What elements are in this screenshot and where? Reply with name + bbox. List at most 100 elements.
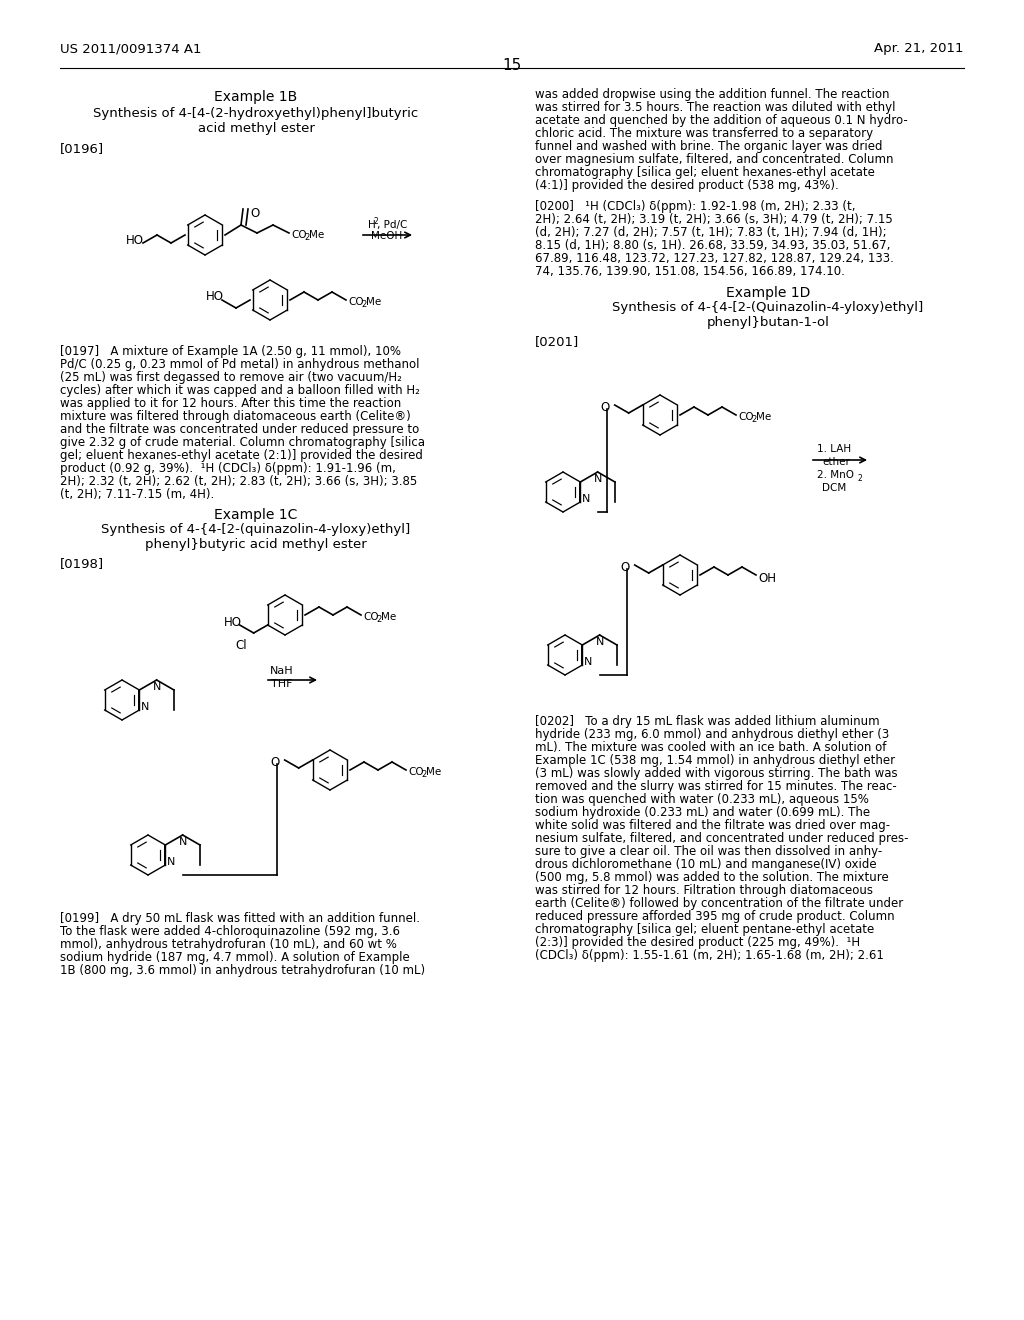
Text: N: N <box>178 837 187 847</box>
Text: (500 mg, 5.8 mmol) was added to the solution. The mixture: (500 mg, 5.8 mmol) was added to the solu… <box>535 871 889 884</box>
Text: was applied to it for 12 hours. After this time the reaction: was applied to it for 12 hours. After th… <box>60 397 401 411</box>
Text: N: N <box>585 657 593 667</box>
Text: 2H); 2.32 (t, 2H); 2.62 (t, 2H); 2.83 (t, 2H); 3.66 (s, 3H); 3.85: 2H); 2.32 (t, 2H); 2.62 (t, 2H); 2.83 (t… <box>60 475 417 488</box>
Text: 2: 2 <box>857 474 862 483</box>
Text: [0202]   To a dry 15 mL flask was added lithium aluminum: [0202] To a dry 15 mL flask was added li… <box>535 715 880 729</box>
Text: DCM: DCM <box>822 483 846 492</box>
Text: was stirred for 3.5 hours. The reaction was diluted with ethyl: was stirred for 3.5 hours. The reaction … <box>535 102 896 114</box>
Text: N: N <box>153 682 161 692</box>
Text: Synthesis of 4-[4-(2-hydroxyethyl)phenyl]butyric: Synthesis of 4-[4-(2-hydroxyethyl)phenyl… <box>93 107 419 120</box>
Text: (4:1)] provided the desired product (538 mg, 43%).: (4:1)] provided the desired product (538… <box>535 180 839 191</box>
Text: 2: 2 <box>374 216 379 226</box>
Text: 15: 15 <box>503 58 521 73</box>
Text: To the flask were added 4-chloroquinazoline (592 mg, 3.6: To the flask were added 4-chloroquinazol… <box>60 925 400 939</box>
Text: [0199]   A dry 50 mL flask was fitted with an addition funnel.: [0199] A dry 50 mL flask was fitted with… <box>60 912 420 925</box>
Text: chromatography [silica gel; eluent pentane-ethyl acetate: chromatography [silica gel; eluent penta… <box>535 923 874 936</box>
Text: 1B (800 mg, 3.6 mmol) in anhydrous tetrahydrofuran (10 mL): 1B (800 mg, 3.6 mmol) in anhydrous tetra… <box>60 964 425 977</box>
Text: 2. MnO: 2. MnO <box>817 470 854 480</box>
Text: O: O <box>250 207 259 220</box>
Text: 2: 2 <box>751 414 757 424</box>
Text: mmol), anhydrous tetrahydrofuran (10 mL), and 60 wt %: mmol), anhydrous tetrahydrofuran (10 mL)… <box>60 939 397 950</box>
Text: sodium hydroxide (0.233 mL) and water (0.699 mL). The: sodium hydroxide (0.233 mL) and water (0… <box>535 807 870 818</box>
Text: Me: Me <box>309 230 325 240</box>
Text: Example 1C (538 mg, 1.54 mmol) in anhydrous diethyl ether: Example 1C (538 mg, 1.54 mmol) in anhydr… <box>535 754 895 767</box>
Text: earth (Celite®) followed by concentration of the filtrate under: earth (Celite®) followed by concentratio… <box>535 898 903 909</box>
Text: 2: 2 <box>304 234 309 242</box>
Text: cycles) after which it was capped and a balloon filled with H₂: cycles) after which it was capped and a … <box>60 384 420 397</box>
Text: US 2011/0091374 A1: US 2011/0091374 A1 <box>60 42 202 55</box>
Text: Example 1D: Example 1D <box>726 286 810 300</box>
Text: CO: CO <box>291 230 306 240</box>
Text: phenyl}butan-1-ol: phenyl}butan-1-ol <box>707 315 829 329</box>
Text: give 2.32 g of crude material. Column chromatography [silica: give 2.32 g of crude material. Column ch… <box>60 436 425 449</box>
Text: N: N <box>141 702 150 711</box>
Text: CO: CO <box>348 297 364 308</box>
Text: 67.89, 116.48, 123.72, 127.23, 127.82, 128.87, 129.24, 133.: 67.89, 116.48, 123.72, 127.23, 127.82, 1… <box>535 252 894 265</box>
Text: [0196]: [0196] <box>60 143 104 154</box>
Text: H: H <box>368 220 376 230</box>
Text: N: N <box>167 857 176 867</box>
Text: [0198]: [0198] <box>60 557 104 570</box>
Text: MeOH: MeOH <box>371 231 402 242</box>
Text: Cl: Cl <box>236 639 248 652</box>
Text: 74, 135.76, 139.90, 151.08, 154.56, 166.89, 174.10.: 74, 135.76, 139.90, 151.08, 154.56, 166.… <box>535 265 845 279</box>
Text: Me: Me <box>756 412 771 422</box>
Text: CO: CO <box>362 612 379 622</box>
Text: N: N <box>583 494 591 504</box>
Text: ether: ether <box>822 457 850 467</box>
Text: product (0.92 g, 39%).  ¹H (CDCl₃) δ(ppm): 1.91-1.96 (m,: product (0.92 g, 39%). ¹H (CDCl₃) δ(ppm)… <box>60 462 396 475</box>
Text: over magnesium sulfate, filtered, and concentrated. Column: over magnesium sulfate, filtered, and co… <box>535 153 894 166</box>
Text: white solid was filtered and the filtrate was dried over mag-: white solid was filtered and the filtrat… <box>535 818 890 832</box>
Text: (25 mL) was first degassed to remove air (two vacuum/H₂: (25 mL) was first degassed to remove air… <box>60 371 401 384</box>
Text: sure to give a clear oil. The oil was then dissolved in anhy-: sure to give a clear oil. The oil was th… <box>535 845 883 858</box>
Text: 8.15 (d, 1H); 8.80 (s, 1H). 26.68, 33.59, 34.93, 35.03, 51.67,: 8.15 (d, 1H); 8.80 (s, 1H). 26.68, 33.59… <box>535 239 891 252</box>
Text: Me: Me <box>426 767 441 777</box>
Text: chromatography [silica gel; eluent hexanes-ethyl acetate: chromatography [silica gel; eluent hexan… <box>535 166 874 180</box>
Text: was stirred for 12 hours. Filtration through diatomaceous: was stirred for 12 hours. Filtration thr… <box>535 884 873 898</box>
Text: tion was quenched with water (0.233 mL), aqueous 15%: tion was quenched with water (0.233 mL),… <box>535 793 869 807</box>
Text: N: N <box>596 638 604 647</box>
Text: phenyl}butyric acid methyl ester: phenyl}butyric acid methyl ester <box>145 539 367 550</box>
Text: OH: OH <box>758 572 776 585</box>
Text: Example 1B: Example 1B <box>214 90 298 104</box>
Text: Apr. 21, 2011: Apr. 21, 2011 <box>874 42 964 55</box>
Text: mixture was filtered through diatomaceous earth (Celite®): mixture was filtered through diatomaceou… <box>60 411 411 422</box>
Text: Synthesis of 4-{4-[2-(Quinazolin-4-yloxy)ethyl]: Synthesis of 4-{4-[2-(Quinazolin-4-yloxy… <box>612 301 924 314</box>
Text: was added dropwise using the addition funnel. The reaction: was added dropwise using the addition fu… <box>535 88 890 102</box>
Text: [0200]   ¹H (CDCl₃) δ(ppm): 1.92-1.98 (m, 2H); 2.33 (t,: [0200] ¹H (CDCl₃) δ(ppm): 1.92-1.98 (m, … <box>535 201 855 213</box>
Text: hydride (233 mg, 6.0 mmol) and anhydrous diethyl ether (3: hydride (233 mg, 6.0 mmol) and anhydrous… <box>535 729 889 741</box>
Text: 1. LAH: 1. LAH <box>817 444 851 454</box>
Text: N: N <box>594 474 602 484</box>
Text: acid methyl ester: acid methyl ester <box>198 121 314 135</box>
Text: sodium hydride (187 mg, 4.7 mmol). A solution of Example: sodium hydride (187 mg, 4.7 mmol). A sol… <box>60 950 410 964</box>
Text: (t, 2H); 7.11-7.15 (m, 4H).: (t, 2H); 7.11-7.15 (m, 4H). <box>60 488 214 502</box>
Text: acetate and quenched by the addition of aqueous 0.1 N hydro-: acetate and quenched by the addition of … <box>535 114 907 127</box>
Text: mL). The mixture was cooled with an ice bath. A solution of: mL). The mixture was cooled with an ice … <box>535 741 887 754</box>
Text: 2H); 2.64 (t, 2H); 3.19 (t, 2H); 3.66 (s, 3H); 4.79 (t, 2H); 7.15: 2H); 2.64 (t, 2H); 3.19 (t, 2H); 3.66 (s… <box>535 213 893 226</box>
Text: HO: HO <box>206 290 224 304</box>
Text: 2: 2 <box>421 770 426 779</box>
Text: (3 mL) was slowly added with vigorous stirring. The bath was: (3 mL) was slowly added with vigorous st… <box>535 767 898 780</box>
Text: O: O <box>270 756 280 770</box>
Text: [0197]   A mixture of Example 1A (2.50 g, 11 mmol), 10%: [0197] A mixture of Example 1A (2.50 g, … <box>60 345 401 358</box>
Text: 2: 2 <box>376 615 381 624</box>
Text: Synthesis of 4-{4-[2-(quinazolin-4-yloxy)ethyl]: Synthesis of 4-{4-[2-(quinazolin-4-yloxy… <box>101 523 411 536</box>
Text: chloric acid. The mixture was transferred to a separatory: chloric acid. The mixture was transferre… <box>535 127 873 140</box>
Text: CO: CO <box>408 767 424 777</box>
Text: funnel and washed with brine. The organic layer was dried: funnel and washed with brine. The organi… <box>535 140 883 153</box>
Text: HO: HO <box>223 615 242 628</box>
Text: Me: Me <box>366 297 381 308</box>
Text: Example 1C: Example 1C <box>214 508 298 521</box>
Text: (d, 2H); 7.27 (d, 2H); 7.57 (t, 1H); 7.83 (t, 1H); 7.94 (d, 1H);: (d, 2H); 7.27 (d, 2H); 7.57 (t, 1H); 7.8… <box>535 226 887 239</box>
Text: reduced pressure afforded 395 mg of crude product. Column: reduced pressure afforded 395 mg of crud… <box>535 909 895 923</box>
Text: O: O <box>621 561 630 574</box>
Text: drous dichloromethane (10 mL) and manganese(IV) oxide: drous dichloromethane (10 mL) and mangan… <box>535 858 877 871</box>
Text: Pd/C (0.25 g, 0.23 mmol of Pd metal) in anhydrous methanol: Pd/C (0.25 g, 0.23 mmol of Pd metal) in … <box>60 358 420 371</box>
Text: [0201]: [0201] <box>535 335 580 348</box>
Text: THF: THF <box>271 678 293 689</box>
Text: Me: Me <box>381 612 396 622</box>
Text: and the filtrate was concentrated under reduced pressure to: and the filtrate was concentrated under … <box>60 422 419 436</box>
Text: gel; eluent hexanes-ethyl acetate (2:1)] provided the desired: gel; eluent hexanes-ethyl acetate (2:1)]… <box>60 449 423 462</box>
Text: (CDCl₃) δ(ppm): 1.55-1.61 (m, 2H); 1.65-1.68 (m, 2H); 2.61: (CDCl₃) δ(ppm): 1.55-1.61 (m, 2H); 1.65-… <box>535 949 884 962</box>
Text: 2: 2 <box>361 300 367 309</box>
